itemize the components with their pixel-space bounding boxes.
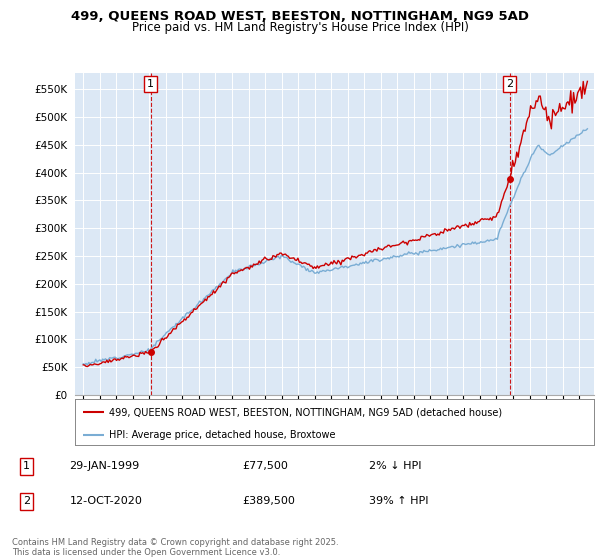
Text: 2% ↓ HPI: 2% ↓ HPI: [369, 461, 422, 472]
Text: 499, QUEENS ROAD WEST, BEESTON, NOTTINGHAM, NG9 5AD (detached house): 499, QUEENS ROAD WEST, BEESTON, NOTTINGH…: [109, 407, 502, 417]
Text: 29-JAN-1999: 29-JAN-1999: [70, 461, 140, 472]
Text: 499, QUEENS ROAD WEST, BEESTON, NOTTINGHAM, NG9 5AD: 499, QUEENS ROAD WEST, BEESTON, NOTTINGH…: [71, 10, 529, 23]
Text: Price paid vs. HM Land Registry's House Price Index (HPI): Price paid vs. HM Land Registry's House …: [131, 21, 469, 34]
Text: £77,500: £77,500: [242, 461, 288, 472]
Text: 1: 1: [147, 79, 154, 89]
Text: £389,500: £389,500: [242, 497, 295, 506]
Text: Contains HM Land Registry data © Crown copyright and database right 2025.
This d: Contains HM Land Registry data © Crown c…: [12, 538, 338, 557]
Text: 1: 1: [23, 461, 30, 472]
Text: 2: 2: [506, 79, 513, 89]
Text: 39% ↑ HPI: 39% ↑ HPI: [369, 497, 428, 506]
Text: 2: 2: [23, 497, 30, 506]
Text: HPI: Average price, detached house, Broxtowe: HPI: Average price, detached house, Brox…: [109, 430, 335, 440]
Text: 12-OCT-2020: 12-OCT-2020: [70, 497, 142, 506]
